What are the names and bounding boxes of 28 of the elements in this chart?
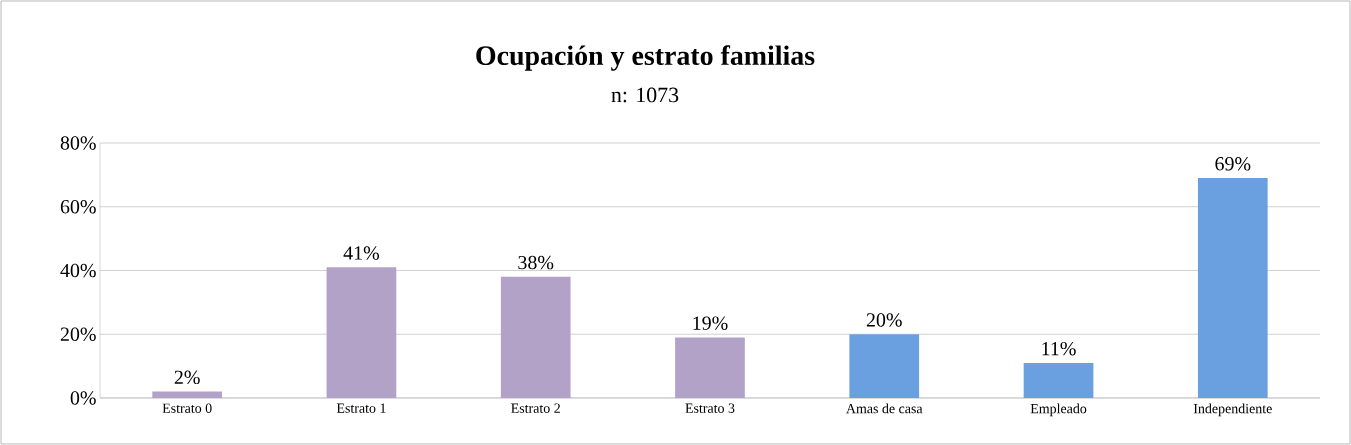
data-label: 69% bbox=[1215, 157, 1251, 171]
chart-title: Ocupación y estrato familias bbox=[476, 45, 815, 71]
x-tick-label: Estrato 1 bbox=[336, 403, 386, 413]
x-tick-label: Amas de casa bbox=[846, 403, 923, 414]
bar bbox=[152, 391, 223, 398]
x-tick-label: Estrato 3 bbox=[685, 403, 735, 413]
data-label: 11% bbox=[1042, 341, 1076, 356]
x-tick-label: Estrato 2 bbox=[511, 403, 560, 413]
chart-subtitle: n: 1073 bbox=[611, 87, 679, 103]
data-label: 20% bbox=[866, 313, 902, 327]
data-label: 19% bbox=[693, 316, 728, 330]
y-tick-label: 20% bbox=[60, 327, 96, 341]
data-label: 2% bbox=[174, 370, 200, 385]
bar bbox=[675, 337, 745, 398]
y-tick-label: 0% bbox=[70, 391, 96, 405]
bar bbox=[1197, 178, 1268, 398]
y-tick-label: 80% bbox=[60, 136, 96, 150]
y-tick-label: 40% bbox=[60, 263, 96, 278]
bar bbox=[326, 267, 397, 398]
bar bbox=[1023, 362, 1094, 398]
x-tick-label: Estrato 0 bbox=[162, 403, 212, 413]
data-label: 38% bbox=[518, 255, 554, 270]
x-tick-label: Empleado bbox=[1030, 403, 1087, 417]
data-label: 41% bbox=[343, 246, 380, 260]
y-tick-label: 60% bbox=[60, 199, 96, 214]
bar bbox=[849, 334, 920, 398]
x-tick-label: Independiente bbox=[1193, 403, 1272, 417]
bar bbox=[500, 276, 571, 398]
